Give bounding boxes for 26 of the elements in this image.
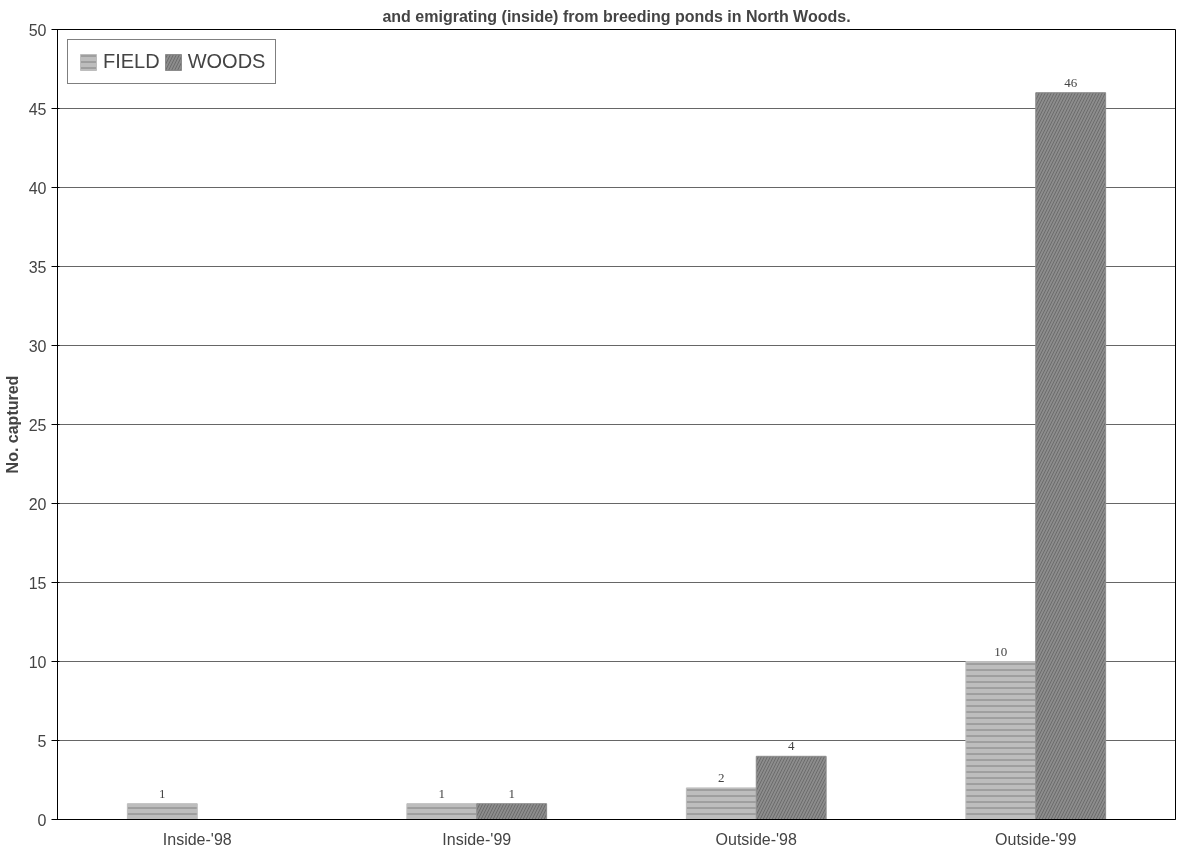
legend-label: WOODS xyxy=(187,50,266,73)
data-label: 1 xyxy=(159,785,166,801)
y-tick-label: 5 xyxy=(37,732,47,750)
x-tick-label: Inside-'99 xyxy=(442,830,512,848)
chart-title: and emigrating (inside) from breeding ponds in North Woods. xyxy=(382,7,851,25)
y-tick-label: 25 xyxy=(28,416,47,434)
data-label: 1 xyxy=(508,785,515,801)
x-tick-label: Inside-'98 xyxy=(162,830,232,848)
x-tick-label: Outside-'98 xyxy=(715,830,798,848)
y-tick-label: 30 xyxy=(28,337,47,355)
data-label: 1 xyxy=(438,785,446,801)
y-tick-label: 45 xyxy=(28,100,47,118)
y-tick-label: 50 xyxy=(28,21,47,39)
y-tick-label: 35 xyxy=(28,258,47,276)
y-tick-label: 0 xyxy=(37,811,47,829)
data-label: 2 xyxy=(718,769,725,785)
x-tick-label: Outside-'99 xyxy=(995,830,1077,848)
y-tick-label: 40 xyxy=(28,179,47,197)
y-tick-label: 20 xyxy=(28,495,47,513)
y-tick-label: 15 xyxy=(28,574,47,592)
y-axis-title: No. captured xyxy=(3,375,21,474)
data-label: 4 xyxy=(787,738,795,754)
data-label: 46 xyxy=(1064,74,1078,90)
legend-label: FIELD xyxy=(103,50,160,73)
y-tick-label: 10 xyxy=(28,653,47,671)
data-label: 10 xyxy=(994,643,1008,659)
